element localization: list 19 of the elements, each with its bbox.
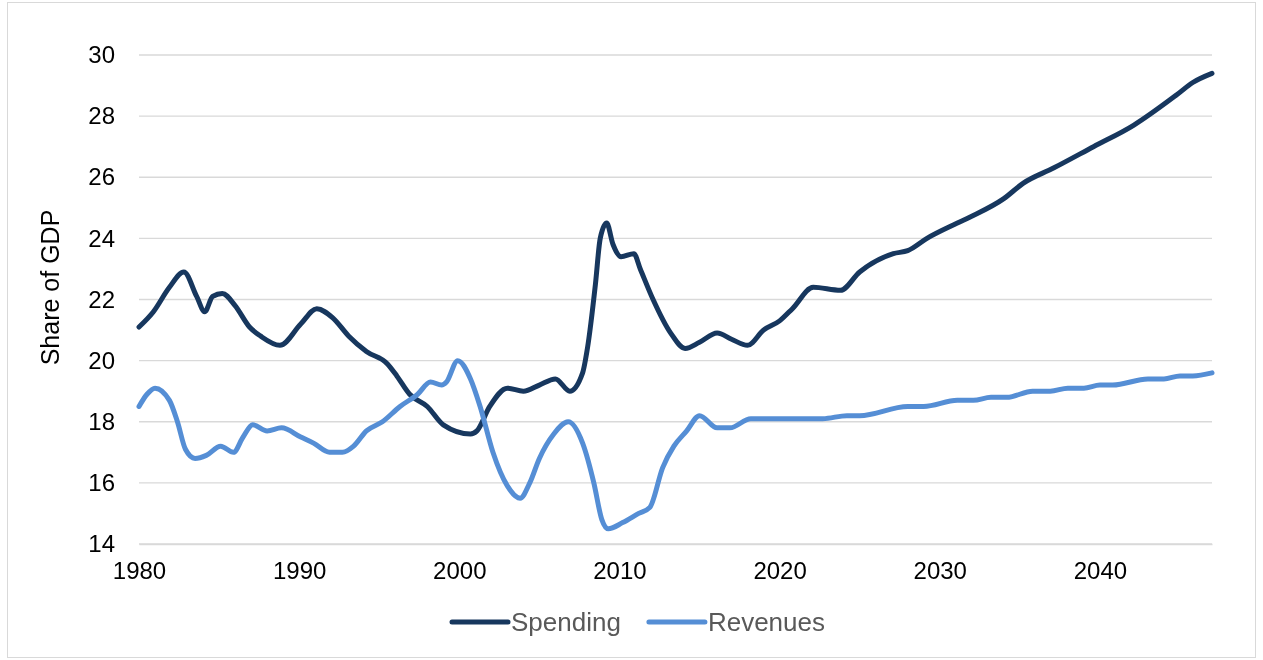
y-tick-label: 26 bbox=[88, 163, 115, 191]
y-tick-label: 30 bbox=[88, 41, 115, 69]
y-tick-label: 16 bbox=[88, 469, 115, 497]
x-tick-label: 2020 bbox=[753, 557, 807, 585]
y-tick-label: 24 bbox=[88, 224, 115, 252]
y-tick-label: 28 bbox=[88, 102, 115, 130]
legend-label: Spending bbox=[511, 607, 621, 637]
x-tick-label: 2010 bbox=[593, 557, 647, 585]
x-tick-label: 2000 bbox=[433, 557, 487, 585]
y-tick-label: 20 bbox=[88, 346, 115, 374]
x-tick-label: 2040 bbox=[1073, 557, 1128, 585]
x-tick-label: 2030 bbox=[913, 557, 967, 585]
y-axis-title: Share of GDP bbox=[35, 209, 64, 366]
legend-label: Revenues bbox=[707, 607, 825, 637]
y-tick-label: 22 bbox=[88, 285, 115, 313]
x-tick-label: 1990 bbox=[272, 557, 327, 585]
y-tick-label: 14 bbox=[88, 530, 115, 558]
y-tick-label: 18 bbox=[88, 407, 115, 435]
x-tick-label: 1980 bbox=[112, 557, 167, 585]
